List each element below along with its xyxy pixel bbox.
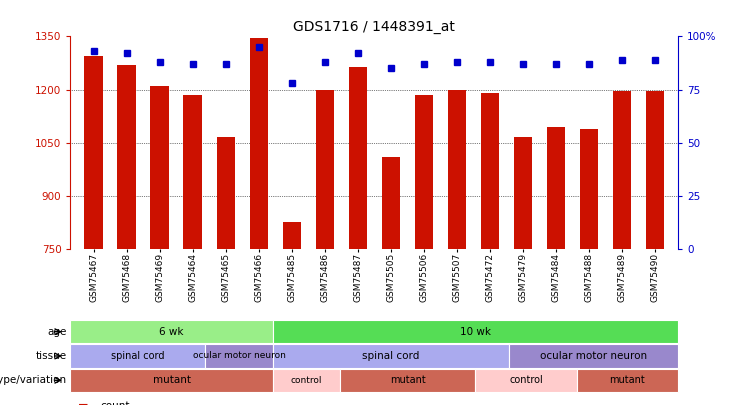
Bar xyxy=(205,344,273,368)
Bar xyxy=(70,369,273,392)
Bar xyxy=(273,320,678,343)
Bar xyxy=(509,344,678,368)
Bar xyxy=(70,344,205,368)
Bar xyxy=(273,344,509,368)
Text: control: control xyxy=(509,375,543,385)
Bar xyxy=(118,65,136,249)
Text: 10 wk: 10 wk xyxy=(460,327,491,337)
Text: control: control xyxy=(291,376,322,385)
Bar xyxy=(250,38,268,249)
Title: GDS1716 / 1448391_at: GDS1716 / 1448391_at xyxy=(293,20,455,34)
Text: 6 wk: 6 wk xyxy=(159,327,184,337)
Bar xyxy=(476,369,576,392)
Bar xyxy=(150,86,169,249)
Bar xyxy=(216,137,235,249)
Bar xyxy=(70,320,273,343)
Text: tissue: tissue xyxy=(36,351,67,361)
Bar xyxy=(514,137,532,249)
Text: genotype/variation: genotype/variation xyxy=(0,375,67,385)
Bar xyxy=(579,129,598,249)
Bar xyxy=(84,56,102,249)
Text: mutant: mutant xyxy=(390,375,426,385)
Bar xyxy=(382,157,400,249)
Text: mutant: mutant xyxy=(153,375,190,385)
Bar xyxy=(547,127,565,249)
Text: count: count xyxy=(100,401,130,405)
Bar xyxy=(448,90,466,249)
Bar xyxy=(613,92,631,249)
Bar xyxy=(576,369,678,392)
Text: age: age xyxy=(47,327,67,337)
Text: mutant: mutant xyxy=(610,375,645,385)
Text: spinal cord: spinal cord xyxy=(362,351,419,361)
Bar xyxy=(340,369,476,392)
Bar xyxy=(481,93,499,249)
Bar xyxy=(316,90,333,249)
Bar xyxy=(273,369,340,392)
Text: ■: ■ xyxy=(78,402,88,405)
Bar xyxy=(646,92,664,249)
Bar xyxy=(415,95,433,249)
Text: spinal cord: spinal cord xyxy=(111,351,165,361)
Text: ocular motor neuron: ocular motor neuron xyxy=(193,352,285,360)
Bar xyxy=(184,95,202,249)
Bar xyxy=(348,66,367,249)
Bar xyxy=(282,222,301,249)
Text: ocular motor neuron: ocular motor neuron xyxy=(540,351,647,361)
